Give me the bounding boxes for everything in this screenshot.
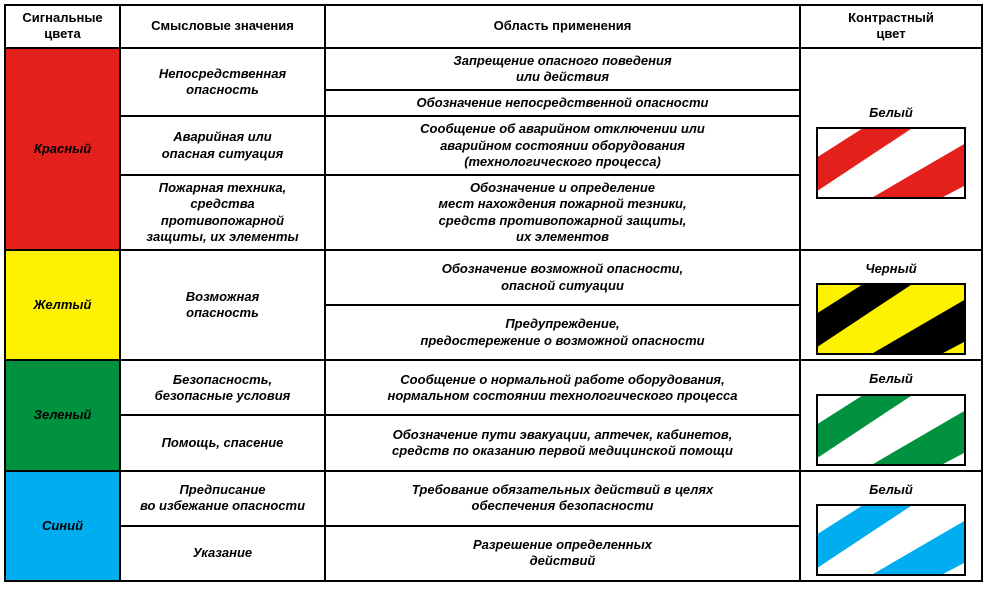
red-contrast-cell: Белый (800, 48, 982, 251)
header-signal: Сигнальныецвета (5, 5, 120, 48)
blue-meaning-2: Указание (120, 526, 325, 581)
red-app-4: Обозначение и определениемест нахождения… (325, 175, 800, 250)
yellow-meaning-1: Возможнаяопасность (120, 250, 325, 360)
color-red: Красный (5, 48, 120, 251)
green-meaning-2: Помощь, спасение (120, 415, 325, 470)
red-meaning-1: Непосредственнаяопасность (120, 48, 325, 117)
header-row: Сигнальныецвета Смысловые значения Облас… (5, 5, 982, 48)
red-white-stripe-icon (816, 127, 966, 199)
green-app-1: Сообщение о нормальной работе оборудован… (325, 360, 800, 415)
green-contrast-label: Белый (869, 371, 913, 387)
color-blue: Синий (5, 471, 120, 581)
signal-colors-table: Сигнальныецвета Смысловые значения Облас… (4, 4, 983, 582)
blue-contrast-label: Белый (869, 482, 913, 498)
color-green: Зеленый (5, 360, 120, 470)
color-green-label: Зеленый (34, 407, 92, 422)
blue-white-stripe-icon (816, 504, 966, 576)
color-yellow: Желтый (5, 250, 120, 360)
header-contrast: Контрастныйцвет (800, 5, 982, 48)
yellow-contrast-label: Черный (865, 261, 916, 277)
red-app-1: Запрещение опасного поведенияили действи… (325, 48, 800, 91)
yellow-app-1: Обозначение возможной опасности,опасной … (325, 250, 800, 305)
red-meaning-3: Пожарная техника,средствапротивопожарной… (120, 175, 325, 250)
blue-meaning-1: Предписаниево избежание опасности (120, 471, 325, 526)
yellow-contrast-cell: Черный (800, 250, 982, 360)
blue-contrast-cell: Белый (800, 471, 982, 581)
yellow-black-stripe-icon (816, 283, 966, 355)
red-meaning-2: Аварийная илиопасная ситуация (120, 116, 325, 175)
color-red-label: Красный (34, 141, 91, 156)
green-contrast-cell: Белый (800, 360, 982, 470)
header-meaning: Смысловые значения (120, 5, 325, 48)
yellow-app-2: Предупреждение,предостережение о возможн… (325, 305, 800, 360)
color-blue-label: Синий (42, 518, 83, 533)
blue-app-1: Требование обязательных действий в целях… (325, 471, 800, 526)
red-contrast-label: Белый (869, 105, 913, 121)
header-app: Область применения (325, 5, 800, 48)
green-app-2: Обозначение пути эвакуации, аптечек, каб… (325, 415, 800, 470)
green-white-stripe-icon (816, 394, 966, 466)
red-app-2: Обозначение непосредственной опасности (325, 90, 800, 116)
color-yellow-label: Желтый (34, 297, 92, 312)
green-meaning-1: Безопасность,безопасные условия (120, 360, 325, 415)
blue-app-2: Разрешение определенныхдействий (325, 526, 800, 581)
red-app-3: Сообщение об аварийном отключении илиава… (325, 116, 800, 175)
